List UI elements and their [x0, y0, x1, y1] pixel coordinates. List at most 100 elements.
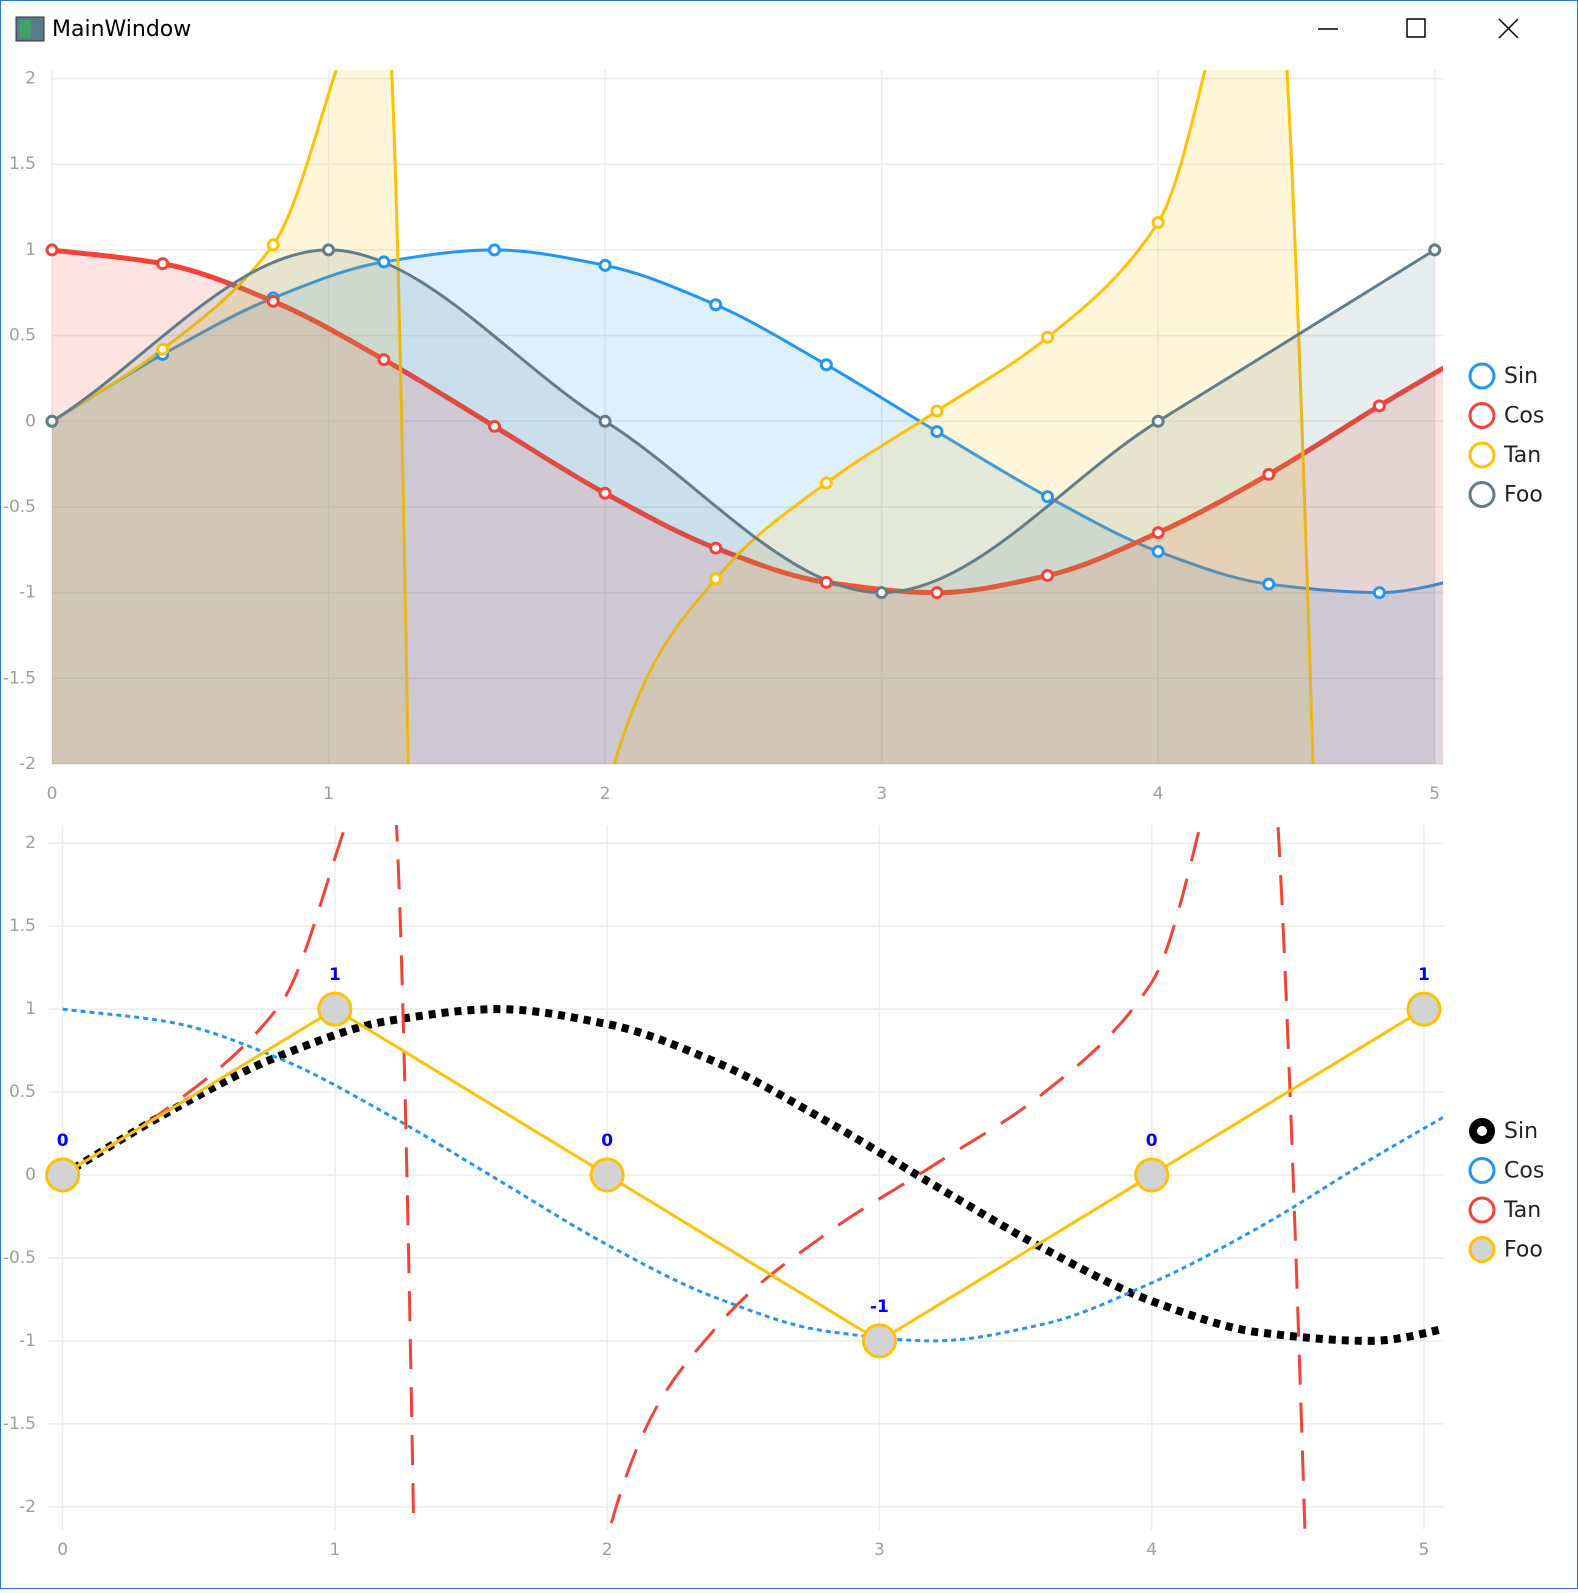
- plot-area: [52, 70, 1443, 764]
- marker: [156, 342, 170, 356]
- legend-label: Foo: [1504, 483, 1543, 508]
- y-tick-label: 2: [25, 69, 36, 89]
- marker: [1372, 586, 1386, 600]
- marker: [156, 257, 170, 271]
- close-button[interactable]: [1498, 18, 1519, 39]
- marker: [266, 294, 280, 308]
- marker: [487, 419, 501, 433]
- legend-marker: [1468, 441, 1496, 469]
- x-tick-label: 0: [57, 1540, 68, 1560]
- marker: [930, 586, 944, 600]
- legend-label: Tan: [1503, 1198, 1541, 1223]
- marker: [598, 414, 612, 428]
- marker: [1262, 577, 1276, 591]
- marker: [598, 258, 612, 272]
- x-tick-label: 1: [329, 1540, 340, 1560]
- marker: [1151, 216, 1165, 230]
- x-tick-label: 2: [602, 1540, 613, 1560]
- y-tick-label: 1: [25, 999, 36, 1019]
- marker: [875, 586, 889, 600]
- x-tick-label: 1: [323, 784, 334, 804]
- data-label: 0: [57, 1131, 69, 1151]
- x-tick-label: 3: [874, 1540, 885, 1560]
- y-tick-label: -2: [19, 1497, 36, 1517]
- legend-marker: [1468, 402, 1496, 429]
- marker: [1406, 991, 1442, 1027]
- y-tick-label: 2: [25, 833, 36, 853]
- y-tick-label: 1.5: [9, 916, 36, 936]
- y-tick-label: 0: [25, 1165, 36, 1185]
- marker: [266, 238, 280, 252]
- y-tick-label: 0.5: [9, 326, 36, 346]
- maximize-button[interactable]: [1406, 18, 1426, 38]
- marker: [1041, 569, 1055, 583]
- marker: [322, 243, 336, 257]
- marker: [487, 243, 501, 257]
- series-line: [61, 825, 1307, 1530]
- y-tick-label: 0: [25, 411, 36, 431]
- marker: [930, 425, 944, 439]
- y-tick-label: 1: [25, 240, 36, 260]
- y-tick-label: -1.5: [3, 1414, 36, 1434]
- legend-marker: [1468, 1157, 1496, 1184]
- marker: [45, 243, 59, 257]
- data-label: -1: [870, 1297, 889, 1317]
- markers: 0 1 0 -1 0 1: [45, 965, 1442, 1359]
- marker: [45, 414, 59, 428]
- marker: [819, 575, 833, 589]
- y-tick-label: 1.5: [9, 154, 36, 174]
- marker: [45, 1157, 81, 1193]
- data-label: 0: [601, 1131, 613, 1151]
- legend-label: Cos: [1504, 404, 1544, 429]
- legend-marker: [1468, 362, 1496, 390]
- y-tick-label: -0.5: [3, 497, 36, 517]
- y-tick-label: -1: [19, 1331, 36, 1351]
- y-tick-label: -2: [19, 754, 36, 774]
- marker: [1262, 467, 1276, 481]
- series-line: [52, 70, 1315, 764]
- marker: [1151, 545, 1165, 559]
- legend-marker: [1468, 1196, 1496, 1224]
- x-tick-label: 5: [1419, 1540, 1430, 1560]
- area: [52, 70, 1443, 764]
- legend-label: Foo: [1504, 1238, 1543, 1263]
- app-icon-part: [19, 20, 31, 38]
- area: [52, 249, 1435, 764]
- marker: [1372, 399, 1386, 413]
- series-line: [62, 1007, 1443, 1343]
- legend-marker: [1469, 1118, 1495, 1144]
- marker: [1134, 1157, 1170, 1193]
- plot-area: [60, 825, 1443, 1530]
- marker: [377, 353, 391, 367]
- marker: [317, 991, 353, 1027]
- data-label: 1: [329, 965, 341, 985]
- x-tick-label: 2: [600, 784, 611, 804]
- data-label: 0: [1146, 1131, 1158, 1151]
- y-tick-label: 0.5: [9, 1082, 36, 1102]
- data-label: 1: [1418, 965, 1430, 985]
- marker: [589, 1157, 625, 1193]
- legend-label: Sin: [1504, 364, 1538, 389]
- marker: [1428, 243, 1442, 257]
- series-line: [60, 1005, 1443, 1345]
- marker: [709, 572, 723, 586]
- series-line: [61, 1007, 1425, 1343]
- marker: [1041, 330, 1055, 344]
- x-tick-label: 0: [47, 784, 58, 804]
- marker: [709, 298, 723, 312]
- marker: [1151, 526, 1165, 540]
- chart: -2 -1.5 -1 -0.5 0 0.5 1 1.5 2 0 1 2 3 4 5 0 1 0 -1 0 1 Sin Cos…: [3, 825, 1544, 1560]
- legend-marker: [1468, 1236, 1496, 1263]
- legend-label: Cos: [1504, 1159, 1544, 1184]
- marker: [709, 541, 723, 555]
- x-tick-label: 4: [1146, 1540, 1157, 1560]
- legend-label: Sin: [1504, 1119, 1538, 1144]
- marker: [377, 255, 391, 269]
- legend-marker: [1468, 481, 1496, 508]
- legend-label: Tan: [1503, 443, 1541, 468]
- marker: [819, 358, 833, 372]
- x-tick-label: 3: [876, 784, 887, 804]
- x-tick-label: 4: [1153, 784, 1164, 804]
